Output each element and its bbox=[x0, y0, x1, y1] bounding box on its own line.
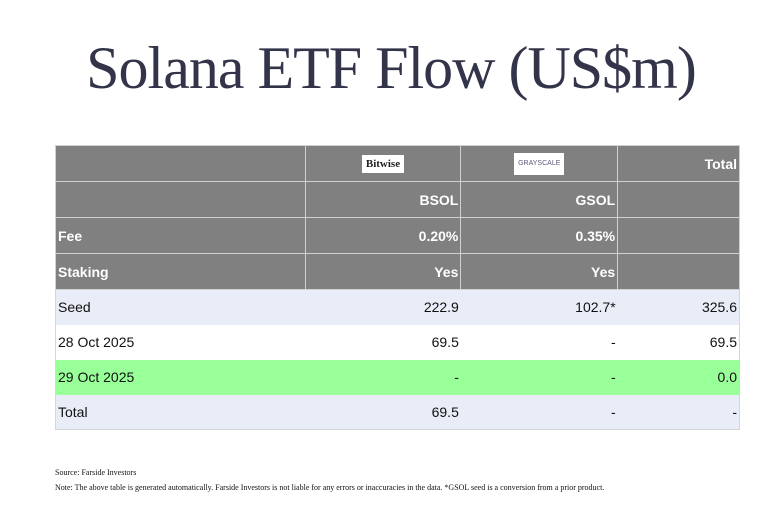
row-gsol: 102.7* bbox=[460, 289, 618, 325]
row-gsol: - bbox=[460, 359, 618, 395]
bitwise-logo-icon: Bitwise bbox=[361, 155, 405, 173]
header-row-tickers: BSOL GSOL bbox=[55, 181, 740, 218]
row-gsol: - bbox=[460, 394, 618, 430]
row-gsol: - bbox=[460, 324, 618, 360]
row-bsol: 69.5 bbox=[305, 324, 461, 360]
row-label: Total bbox=[55, 394, 306, 430]
staking-gsol: Yes bbox=[460, 253, 619, 290]
page-title: Solana ETF Flow (US$m) bbox=[86, 35, 697, 101]
row-label: Seed bbox=[55, 289, 306, 325]
ticker-bsol: BSOL bbox=[304, 181, 462, 218]
table-row: 28 Oct 2025 69.5 - 69.5 bbox=[55, 324, 740, 360]
header-row-logos: Bitwise GRAYSCALE Total bbox=[55, 145, 740, 182]
grayscale-logo-cell: GRAYSCALE bbox=[460, 145, 619, 182]
row-total: 0.0 bbox=[617, 359, 740, 395]
header-label-cell bbox=[55, 145, 306, 182]
header-total: Total bbox=[617, 145, 740, 182]
etf-flow-table: Bitwise GRAYSCALE Total BSOL GSOL Fee 0.… bbox=[55, 145, 740, 430]
row-bsol: 69.5 bbox=[305, 394, 461, 430]
table-row: Seed 222.9 102.7* 325.6 bbox=[55, 289, 740, 325]
ticker-label bbox=[55, 181, 306, 218]
table-row: 29 Oct 2025 - - 0.0 bbox=[55, 359, 740, 395]
bitwise-logo-cell: Bitwise bbox=[304, 145, 462, 182]
header-row-fee: Fee 0.20% 0.35% bbox=[55, 217, 740, 254]
staking-bsol: Yes bbox=[304, 253, 462, 290]
fee-total bbox=[617, 217, 740, 254]
source-text: Source: Farside Investors bbox=[55, 468, 137, 477]
staking-label: Staking bbox=[55, 253, 306, 290]
row-bsol: - bbox=[305, 359, 461, 395]
staking-total bbox=[617, 253, 740, 290]
ticker-gsol: GSOL bbox=[460, 181, 619, 218]
row-label: 29 Oct 2025 bbox=[55, 359, 306, 395]
header-row-staking: Staking Yes Yes bbox=[55, 253, 740, 290]
fee-label: Fee bbox=[55, 217, 306, 254]
fee-gsol: 0.35% bbox=[460, 217, 619, 254]
grayscale-logo-icon: GRAYSCALE bbox=[514, 153, 565, 175]
table-row-total: Total 69.5 - - bbox=[55, 394, 740, 430]
row-label: 28 Oct 2025 bbox=[55, 324, 306, 360]
fee-bsol: 0.20% bbox=[304, 217, 462, 254]
note-text: Note: The above table is generated autom… bbox=[55, 483, 605, 492]
ticker-total bbox=[617, 181, 740, 218]
row-total: 325.6 bbox=[617, 289, 740, 325]
row-total: 69.5 bbox=[617, 324, 740, 360]
row-total: - bbox=[617, 394, 740, 430]
row-bsol: 222.9 bbox=[305, 289, 461, 325]
